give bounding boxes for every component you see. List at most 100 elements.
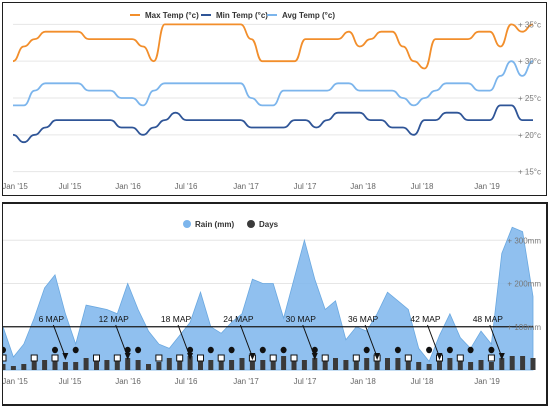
days-bar — [135, 360, 141, 370]
days-bar — [249, 358, 255, 370]
days-bar — [353, 358, 359, 370]
map-annotation-arrow — [115, 324, 129, 358]
days-bar — [405, 358, 411, 370]
legend-label: Max Temp (°c) — [145, 11, 199, 20]
temp-x-tick-label: Jan '19 — [474, 182, 500, 191]
filled-marker — [135, 346, 142, 354]
rain-area — [3, 226, 534, 371]
rain-x-tick-label: Jan '15 — [3, 377, 28, 386]
rain-x-tick-label: Jan '17 — [233, 377, 259, 386]
map-annotation-arrowhead — [62, 353, 69, 360]
rain-legend: Rain (mm) Days — [183, 220, 279, 229]
temp-x-tick-label: Jul '16 — [175, 182, 198, 191]
hollow-marker — [456, 354, 464, 362]
hollow-marker — [487, 354, 495, 362]
days-bar — [260, 360, 266, 370]
days-bar — [281, 356, 287, 370]
map-annotation-arrowhead — [436, 353, 443, 360]
days-bar — [322, 358, 328, 370]
days-bar — [10, 366, 16, 370]
days-bar — [499, 358, 505, 370]
map-annotation-arrow — [489, 324, 503, 358]
days-bar — [114, 358, 120, 370]
temp-series-line — [13, 60, 534, 107]
temp-series-line — [12, 23, 534, 70]
hollow-marker — [155, 354, 163, 362]
days-bar — [62, 362, 68, 370]
days-bar — [312, 358, 318, 370]
map-annotation-arrowhead — [249, 353, 256, 360]
filled-marker — [72, 346, 79, 354]
days-bar — [457, 358, 463, 370]
hollow-marker — [217, 354, 225, 362]
days-bar — [520, 356, 526, 370]
filled-marker — [207, 346, 214, 354]
map-annotation-arrow — [239, 324, 253, 358]
filled-marker — [259, 346, 266, 354]
temp-y-tick-label: + 15°c — [518, 168, 541, 177]
days-bar — [94, 360, 99, 370]
days-bar — [416, 362, 422, 370]
days-bar — [509, 356, 515, 370]
rain-y-ticks: + 100mm + 200mm + 300mm — [507, 236, 541, 331]
rain-x-tick-label: Jul '17 — [294, 377, 317, 386]
map-annotation-label: 24 MAP — [223, 314, 254, 324]
hollow-marker — [3, 354, 7, 362]
days-bar — [125, 358, 131, 370]
temp-x-tick-label: Jan '17 — [233, 182, 259, 191]
temp-x-tick-label: Jul '15 — [59, 182, 82, 191]
map-annotation-arrow — [427, 324, 440, 358]
hollow-marker — [197, 354, 204, 362]
temperature-chart-panel: Max Temp (°c) Min Temp (°c) Avg Temp (°c) … — [2, 2, 547, 196]
hollow-marker — [30, 354, 38, 362]
map-annotation-arrowhead — [124, 353, 131, 360]
days-bar — [229, 360, 235, 370]
days-bar — [270, 358, 276, 370]
days-bar — [343, 360, 349, 370]
legend-label: Rain (mm) — [195, 220, 234, 229]
days-bar — [104, 360, 110, 370]
legend-label: Min Temp (°c) — [216, 11, 268, 20]
temperature-series — [12, 23, 534, 144]
map-annotation-arrow — [302, 324, 316, 358]
hollow-marker — [404, 354, 412, 362]
hollow-marker — [269, 354, 277, 362]
days-bar — [291, 358, 297, 370]
temp-x-tick-label: Jul '17 — [294, 182, 317, 191]
map-annotation-label: 48 MAP — [473, 314, 504, 324]
map-annotation-arrowhead — [311, 353, 318, 360]
rain-y-tick-label: + 100mm — [507, 323, 541, 332]
days-bar — [468, 362, 474, 370]
temp-y-tick-label: + 20°c — [518, 131, 541, 140]
map-annotation-label: 12 MAP — [99, 314, 130, 324]
days-bar — [530, 358, 536, 370]
temp-x-tick-label: Jul '18 — [411, 182, 434, 191]
rain-x-tick-label: Jan '16 — [115, 377, 141, 386]
days-bar — [73, 362, 79, 370]
temperature-x-ticks: Jan '15 Jul '15 Jan '16 Jul '16 Jan '17 Jul '… — [3, 182, 500, 191]
map-annotations: 6 MAP 12 MAP 18 MAP 24 MAP 30 MAP 36 MAP 42 MA… — [39, 314, 505, 360]
filled-marker — [187, 346, 194, 354]
map-annotation-arrow — [177, 324, 191, 358]
days-bar — [364, 358, 370, 370]
filled-marker — [446, 346, 453, 354]
rain-x-tick-label: Jul '16 — [175, 377, 198, 386]
map-annotation-arrowhead — [498, 353, 505, 360]
rain-x-tick-label: Jan '18 — [350, 377, 376, 386]
days-bar — [177, 358, 183, 370]
temp-x-tick-label: Jan '16 — [115, 182, 141, 191]
temp-x-tick-label: Jan '18 — [350, 182, 376, 191]
temp-y-tick-label: + 25°c — [518, 94, 541, 103]
filled-marker — [3, 346, 6, 354]
days-bar — [83, 358, 89, 370]
days-bar — [333, 358, 338, 370]
filled-marker — [426, 346, 433, 354]
filled-marker — [280, 346, 287, 354]
map-annotation-label: 42 MAP — [410, 314, 441, 324]
rain-y-tick-label: + 200mm — [507, 280, 541, 289]
hollow-marker — [93, 354, 100, 362]
days-bar — [395, 358, 401, 370]
map-annotation-label: 30 MAP — [286, 314, 317, 324]
map-annotation-arrow — [364, 324, 378, 358]
temp-x-tick-label: Jan '15 — [3, 182, 28, 191]
